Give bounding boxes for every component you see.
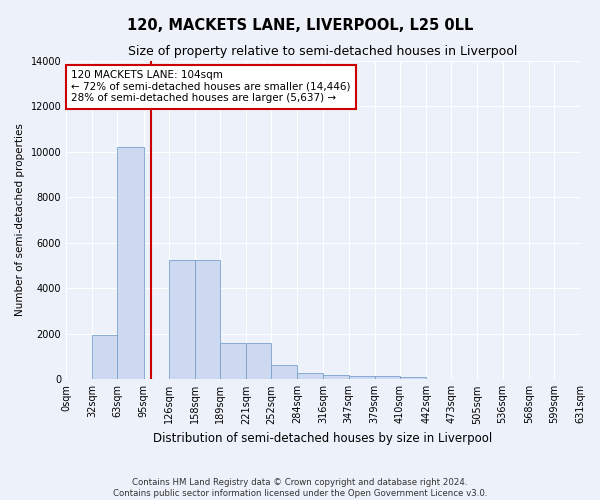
- Bar: [271, 365, 298, 380]
- Bar: [349, 376, 375, 380]
- Bar: [118, 147, 143, 380]
- Bar: [323, 376, 349, 380]
- Y-axis label: Number of semi-detached properties: Number of semi-detached properties: [15, 124, 25, 316]
- Text: 120, MACKETS LANE, LIVERPOOL, L25 0LL: 120, MACKETS LANE, LIVERPOOL, L25 0LL: [127, 18, 473, 32]
- Bar: [246, 344, 271, 380]
- Bar: [169, 260, 195, 380]
- Bar: [298, 373, 323, 380]
- Bar: [220, 344, 246, 380]
- Bar: [195, 260, 220, 380]
- Text: 120 MACKETS LANE: 104sqm
← 72% of semi-detached houses are smaller (14,446)
28% : 120 MACKETS LANE: 104sqm ← 72% of semi-d…: [71, 70, 351, 103]
- Bar: [400, 377, 426, 380]
- Bar: [92, 335, 118, 380]
- Title: Size of property relative to semi-detached houses in Liverpool: Size of property relative to semi-detach…: [128, 45, 518, 58]
- X-axis label: Distribution of semi-detached houses by size in Liverpool: Distribution of semi-detached houses by …: [154, 432, 493, 445]
- Bar: [375, 376, 400, 380]
- Text: Contains HM Land Registry data © Crown copyright and database right 2024.
Contai: Contains HM Land Registry data © Crown c…: [113, 478, 487, 498]
